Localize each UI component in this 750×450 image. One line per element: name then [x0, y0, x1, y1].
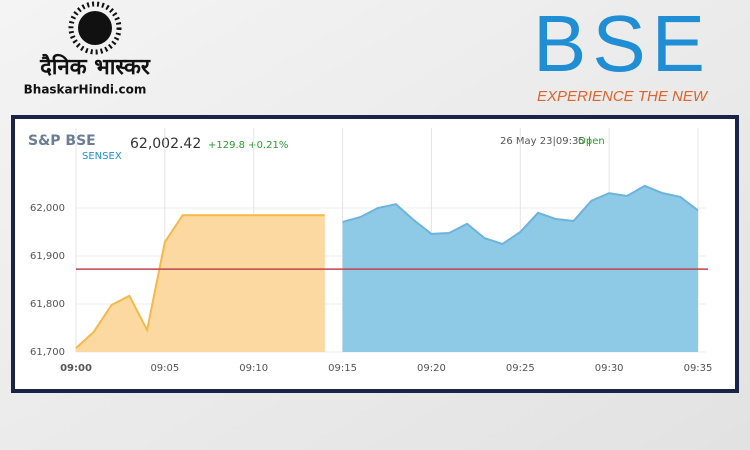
- y-tick-label: 61,700: [30, 347, 65, 358]
- timestamp: 26 May 23|09:35 |: [500, 136, 591, 147]
- index-logo: S&P BSE: [28, 133, 96, 149]
- tagline: EXPERIENCE THE NEW: [537, 88, 709, 105]
- last-value: 62,002.42: [130, 136, 201, 152]
- exchange-logo: BSE: [533, 0, 711, 88]
- x-tick-label: 09:15: [328, 363, 357, 374]
- x-tick-label: 09:20: [417, 363, 446, 374]
- area: [76, 215, 325, 352]
- x-tick-label: 09:25: [506, 363, 535, 374]
- x-tick-label: 09:10: [239, 363, 268, 374]
- change: +129.8 +0.21%: [208, 140, 288, 151]
- x-tick-label: 09:35: [684, 363, 713, 374]
- x-tick-label: 09:05: [150, 363, 179, 374]
- index-name: SENSEX: [82, 151, 122, 162]
- y-tick-label: 62,000: [30, 203, 65, 214]
- line: [75, 214, 325, 349]
- y-tick-label: 61,900: [30, 251, 65, 262]
- site: BhaskarHindi.com: [24, 83, 147, 97]
- bhaskar-logo: [68, 1, 122, 55]
- brand: दैनिक भास्कर: [39, 53, 151, 80]
- line: [342, 184, 699, 246]
- x-tick-label: 09:30: [595, 363, 624, 374]
- x-tick-label: 09:00: [60, 363, 92, 374]
- status: Open: [578, 136, 605, 147]
- y-tick-label: 61,800: [30, 299, 65, 310]
